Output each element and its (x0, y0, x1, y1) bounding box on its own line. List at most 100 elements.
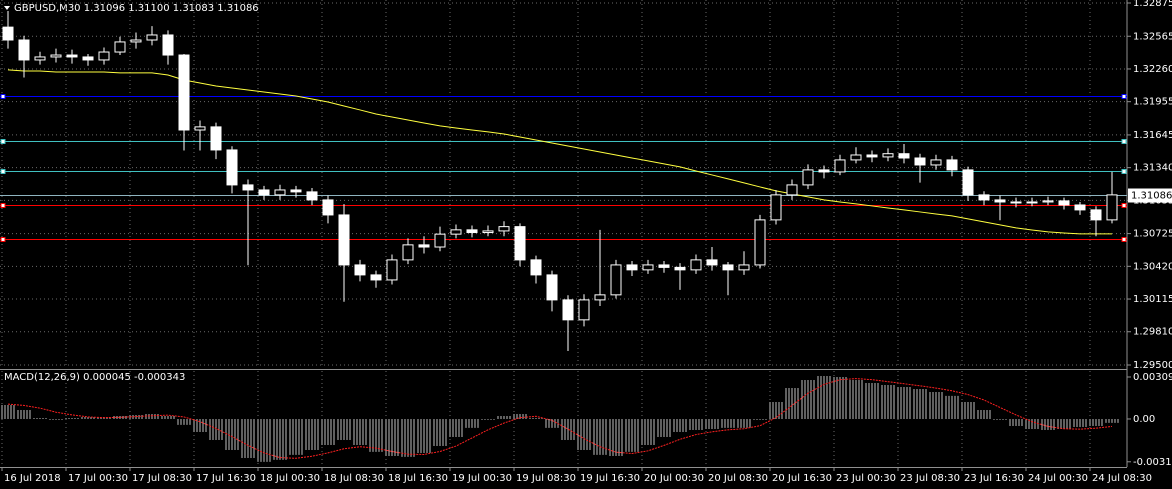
x-tick-label: 23 Jul 16:30 (964, 473, 1024, 484)
level-handle (0, 237, 6, 242)
candle-body (114, 41, 126, 53)
candle-body (466, 229, 478, 234)
candle-body (162, 34, 174, 56)
candle-body (898, 153, 910, 159)
y-tick-label: 1.31645 (1133, 130, 1172, 141)
macd-title: MACD(12,26,9) 0.000045 -0.000343 (4, 372, 185, 383)
candle-body (770, 194, 782, 221)
candle-body (82, 56, 94, 61)
candle-body (130, 39, 142, 43)
candle-body (562, 299, 574, 321)
candle-body (1074, 204, 1086, 211)
y-tick-label: 1.31955 (1133, 97, 1172, 108)
candle-body (370, 274, 382, 281)
candle-body (930, 159, 942, 166)
y-tick-label: 1.31340 (1133, 163, 1172, 174)
candle-body (402, 244, 414, 261)
candle-body (1026, 201, 1038, 204)
level-handle (1121, 203, 1127, 208)
candle-body (354, 264, 366, 276)
x-tick-label: 17 Jul 08:30 (132, 473, 192, 484)
candle-body (642, 264, 654, 271)
candle-body (946, 159, 958, 171)
candle-body (818, 169, 830, 173)
level-handle (0, 203, 6, 208)
candle-body (2, 26, 14, 41)
y-tick-label: 1.32875 (1133, 0, 1172, 9)
y-tick-label: 1.30115 (1133, 294, 1172, 305)
x-tick-label: 23 Jul 08:30 (900, 473, 960, 484)
candle-body (674, 266, 686, 271)
candle-body (1010, 201, 1022, 204)
candle-body (514, 226, 526, 261)
candle-body (610, 264, 622, 296)
y-tick-label: 0.00 (1133, 414, 1155, 425)
y-tick-label: 1.32565 (1133, 31, 1172, 42)
x-tick-label: 18 Jul 00:30 (260, 473, 320, 484)
x-tick-label: 19 Jul 08:30 (516, 473, 576, 484)
level-handle (1121, 169, 1127, 174)
candle-body (226, 149, 238, 186)
level-handle (1121, 94, 1127, 99)
candle-body (1090, 209, 1102, 221)
candle-body (386, 259, 398, 281)
x-tick-label: 18 Jul 16:30 (388, 473, 448, 484)
candle-body (338, 214, 350, 266)
candle-body (450, 229, 462, 235)
y-tick-label: 0.003097 (1133, 372, 1172, 383)
candle-body (978, 194, 990, 201)
candle-body (962, 169, 974, 196)
x-tick-label: 24 Jul 08:30 (1092, 473, 1152, 484)
candle-body (1058, 200, 1070, 206)
level-handle (0, 139, 6, 144)
moving-average (7, 69, 1112, 235)
candle-body (274, 189, 286, 196)
candle-body (738, 264, 750, 271)
candle-body (498, 226, 510, 232)
candle-body (290, 189, 302, 193)
level-handle (0, 94, 6, 99)
candle-body (722, 264, 734, 271)
candle-body (50, 54, 62, 58)
candle-body (754, 219, 766, 266)
candle-body (66, 54, 78, 58)
candle-body (98, 51, 110, 61)
candle-body (802, 169, 814, 186)
candle-body (914, 157, 926, 166)
collapse-icon[interactable] (4, 6, 10, 10)
level-handle (0, 169, 6, 174)
candle-body (786, 184, 798, 196)
chart-title: GBPUSD,M30 1.31096 1.31100 1.31083 1.310… (14, 3, 259, 14)
candle-body (482, 230, 494, 234)
candle-body (146, 34, 158, 41)
x-tick-label: 23 Jul 00:30 (836, 473, 896, 484)
candle-body (18, 39, 30, 61)
candle-body (1042, 200, 1054, 203)
candle-body (178, 54, 190, 131)
candle-body (882, 153, 894, 158)
candle-body (242, 184, 254, 191)
candle-body (578, 299, 590, 321)
y-tick-label: 1.30420 (1133, 261, 1172, 272)
level-handle (1121, 139, 1127, 144)
candle-body (306, 191, 318, 201)
candle-body (626, 264, 638, 271)
candle-body (706, 259, 718, 266)
candle-body (690, 259, 702, 271)
candle-body (994, 199, 1006, 203)
x-tick-label: 24 Jul 00:30 (1028, 473, 1088, 484)
x-tick-label: 16 Jul 2018 (4, 473, 61, 484)
candle-body (866, 154, 878, 158)
y-tick-label: 1.29810 (1133, 327, 1172, 338)
candle-body (530, 259, 542, 276)
y-tick-label: 1.32260 (1133, 64, 1172, 75)
y-tick-label: 1.30725 (1133, 229, 1172, 240)
x-tick-label: 20 Jul 08:30 (708, 473, 768, 484)
x-tick-label: 19 Jul 00:30 (452, 473, 512, 484)
candle-body (594, 294, 606, 301)
candle-body (210, 126, 222, 151)
candle-body (194, 126, 206, 131)
x-tick-label: 20 Jul 00:30 (644, 473, 704, 484)
